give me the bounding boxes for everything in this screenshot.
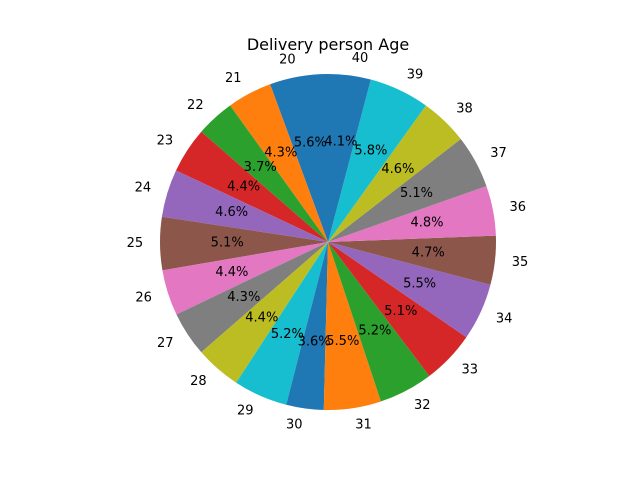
pie-slice-28	[201, 242, 328, 383]
pie-slice-22	[201, 105, 328, 242]
pie-slice-33	[328, 242, 467, 377]
category-label-34: 34	[496, 312, 513, 327]
category-label-30: 30	[286, 418, 303, 433]
percent-label-39: 5.8%	[354, 143, 387, 158]
pie-slice-34	[328, 242, 491, 338]
category-label-23: 23	[157, 134, 174, 149]
pie-slice-40	[328, 73, 371, 242]
pie-slice-23	[175, 131, 328, 242]
category-labels: 20 21 22 23 24 25 26 27 28 29 30 31 32 33 34 35 36 37 38 39…	[127, 51, 529, 432]
percent-label-29: 5.2%	[271, 327, 304, 342]
percent-label-21: 4.3%	[264, 145, 297, 160]
pie-slice-29	[236, 242, 328, 405]
percent-label-40: 4.1%	[324, 135, 357, 150]
percent-label-20: 5.6%	[294, 135, 327, 150]
category-label-27: 27	[157, 336, 174, 351]
percent-labels: 5.6%4.3%3.7%4.4%4.6%5.1%4.4%4.3%4.4%5.2%…	[211, 135, 445, 350]
pie-slice-24	[161, 170, 328, 242]
pie-slice-20	[270, 74, 328, 242]
pie-slice-38	[328, 105, 461, 242]
percent-label-22: 3.7%	[244, 160, 277, 175]
pie-slice-36	[328, 186, 496, 242]
category-label-31: 31	[355, 417, 372, 432]
category-label-20: 20	[279, 53, 296, 68]
pie-slice-26	[162, 242, 328, 315]
category-label-29: 29	[237, 404, 254, 419]
percent-label-37: 5.1%	[400, 186, 433, 201]
category-label-25: 25	[127, 236, 144, 251]
percent-label-31: 5.5%	[326, 334, 359, 349]
pie-slice-25	[160, 216, 328, 271]
category-label-22: 22	[187, 98, 204, 113]
percent-label-35: 4.7%	[412, 246, 445, 261]
percent-label-36: 4.8%	[410, 216, 443, 231]
category-label-24: 24	[135, 181, 152, 196]
category-label-28: 28	[190, 374, 207, 389]
pie-slice-37	[328, 139, 487, 242]
percent-label-30: 3.6%	[298, 334, 331, 349]
percent-label-25: 5.1%	[211, 236, 244, 251]
percent-label-38: 4.6%	[381, 162, 414, 177]
percent-label-24: 4.6%	[215, 205, 248, 220]
category-label-35: 35	[512, 255, 529, 270]
pie-slice-39	[328, 79, 426, 242]
category-label-39: 39	[407, 67, 424, 82]
percent-label-28: 4.4%	[245, 311, 278, 326]
percent-label-33: 5.1%	[384, 304, 417, 319]
category-label-36: 36	[510, 200, 527, 215]
category-label-38: 38	[456, 101, 473, 116]
category-label-26: 26	[135, 291, 152, 306]
percent-label-34: 5.5%	[403, 277, 436, 292]
pie-slice-30	[286, 242, 328, 410]
percent-label-26: 4.4%	[215, 265, 248, 280]
category-label-21: 21	[225, 71, 242, 86]
category-label-37: 37	[490, 146, 507, 161]
pie-slice-21	[230, 84, 328, 242]
category-label-32: 32	[414, 398, 431, 413]
percent-label-32: 5.2%	[358, 324, 391, 339]
percent-label-27: 4.3%	[227, 290, 260, 305]
pie-slice-27	[176, 242, 328, 353]
pie-slice-35	[328, 235, 496, 285]
chart-title: Delivery person Age	[247, 35, 409, 54]
category-label-33: 33	[462, 362, 479, 377]
pie-slice-31	[323, 242, 381, 411]
pie-slice-32	[328, 242, 430, 402]
pie-slices	[160, 73, 496, 411]
category-label-40: 40	[352, 51, 369, 66]
percent-label-23: 4.4%	[227, 179, 260, 194]
